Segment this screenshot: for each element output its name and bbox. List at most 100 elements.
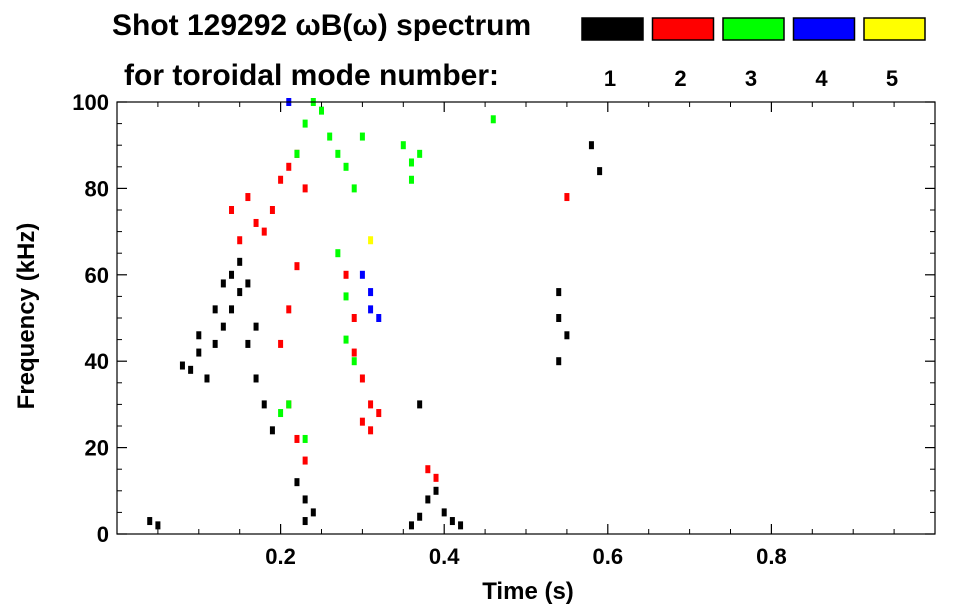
legend-label-mode-1: 1 xyxy=(604,66,616,91)
spectral-point-mode-3 xyxy=(335,249,341,258)
y-tick-label: 40 xyxy=(85,349,109,374)
spectral-point-mode-2 xyxy=(253,218,259,227)
spectral-point-mode-2 xyxy=(302,184,308,193)
spectral-point-mode-5 xyxy=(368,236,374,245)
y-axis-label: Frequency (kHz) xyxy=(13,223,40,410)
spectral-point-mode-2 xyxy=(294,434,300,443)
x-tick-label: 0.8 xyxy=(756,544,787,569)
spectral-point-mode-3 xyxy=(319,106,324,115)
spectral-point-mode-1 xyxy=(425,495,431,504)
spectral-point-mode-1 xyxy=(302,495,308,504)
spectral-point-mode-1 xyxy=(556,288,562,297)
spectral-point-mode-3 xyxy=(408,175,414,184)
spectral-point-mode-1 xyxy=(302,517,308,526)
spectral-point-mode-1 xyxy=(417,512,423,521)
spectral-point-mode-1 xyxy=(155,521,161,530)
spectral-point-mode-1 xyxy=(179,361,185,370)
spectral-point-mode-3 xyxy=(408,158,414,167)
spectral-point-mode-1 xyxy=(212,339,218,348)
spectral-point-mode-3 xyxy=(343,335,349,344)
series-mode-2 xyxy=(229,149,570,482)
spectral-point-mode-4 xyxy=(368,288,374,297)
spectral-point-mode-2 xyxy=(286,305,292,314)
spectral-point-mode-2 xyxy=(368,426,374,435)
y-tick-label: 60 xyxy=(85,263,109,288)
spectral-point-mode-2 xyxy=(368,400,374,409)
x-tick-label: 0.4 xyxy=(429,544,460,569)
legend-swatch-mode-5 xyxy=(863,17,926,41)
spectral-point-mode-1 xyxy=(588,141,594,150)
series-mode-5 xyxy=(368,236,374,245)
spectral-point-mode-1 xyxy=(220,322,226,331)
spectral-point-mode-2 xyxy=(564,193,570,202)
spectral-point-mode-2 xyxy=(237,236,243,245)
spectral-point-mode-1 xyxy=(458,521,464,530)
spectral-point-mode-3 xyxy=(351,357,357,366)
spectral-point-mode-1 xyxy=(433,486,439,495)
spectral-point-mode-1 xyxy=(220,279,226,288)
spectral-point-mode-3 xyxy=(302,119,308,128)
spectral-point-mode-1 xyxy=(441,508,447,517)
spectrogram-plot-area xyxy=(147,98,603,530)
spectral-point-mode-1 xyxy=(229,305,235,314)
spectral-point-mode-1 xyxy=(556,357,562,366)
spectral-point-mode-1 xyxy=(212,305,218,314)
spectral-point-mode-4 xyxy=(376,314,382,322)
spectral-point-mode-2 xyxy=(245,193,251,202)
legend-label-mode-5: 5 xyxy=(886,66,898,91)
spectral-point-mode-1 xyxy=(417,400,423,409)
spectral-point-mode-1 xyxy=(253,374,259,383)
spectral-point-mode-3 xyxy=(400,141,406,150)
series-mode-1 xyxy=(147,141,603,530)
spectral-point-mode-1 xyxy=(196,348,202,357)
spectral-point-mode-1 xyxy=(564,331,570,340)
spectral-point-mode-2 xyxy=(351,348,357,357)
spectral-point-mode-1 xyxy=(237,288,243,297)
spectral-point-mode-2 xyxy=(343,270,349,279)
spectral-point-mode-1 xyxy=(237,257,243,266)
mode-legend: 1 2 3 4 5 xyxy=(581,17,926,91)
series-mode-4 xyxy=(286,98,382,322)
spectral-point-mode-2 xyxy=(229,206,235,214)
spectral-point-mode-3 xyxy=(335,149,341,158)
y-tick-label: 20 xyxy=(85,436,109,461)
spectral-point-mode-3 xyxy=(343,292,349,301)
chart-axes: 0 20 40 60 80 100 0.2 0.4 0.6 0.8 xyxy=(72,90,936,569)
spectral-point-mode-3 xyxy=(327,132,333,141)
spectral-point-mode-1 xyxy=(196,331,202,340)
spectral-point-mode-1 xyxy=(245,279,251,288)
spectral-point-mode-1 xyxy=(310,508,316,517)
spectral-point-mode-3 xyxy=(294,149,300,158)
spectral-point-mode-2 xyxy=(269,206,275,214)
plot-frame xyxy=(116,101,936,535)
spectral-point-mode-2 xyxy=(278,339,284,348)
spectral-point-mode-1 xyxy=(147,517,153,526)
x-tick-label: 0.2 xyxy=(265,544,296,569)
spectral-point-mode-1 xyxy=(204,374,210,383)
spectral-point-mode-1 xyxy=(188,365,194,374)
y-tick-label: 80 xyxy=(85,176,109,201)
spectral-point-mode-1 xyxy=(269,426,275,435)
spectral-point-mode-3 xyxy=(343,162,349,171)
spectral-point-mode-4 xyxy=(368,305,374,314)
spectral-point-mode-3 xyxy=(490,115,496,124)
spectral-point-mode-3 xyxy=(286,400,292,409)
spectral-point-mode-1 xyxy=(229,270,235,279)
spectral-point-mode-1 xyxy=(556,314,562,322)
spectral-point-mode-2 xyxy=(278,175,284,184)
spectral-point-mode-2 xyxy=(359,417,365,426)
spectral-point-mode-2 xyxy=(351,314,357,322)
legend-swatch-mode-2 xyxy=(651,17,715,41)
spectral-point-mode-4 xyxy=(359,270,365,279)
spectral-point-mode-3 xyxy=(302,434,308,443)
spectral-point-mode-2 xyxy=(261,227,267,236)
legend-label-mode-4: 4 xyxy=(815,66,828,91)
spectral-point-mode-1 xyxy=(449,517,455,526)
spectral-point-mode-1 xyxy=(261,400,267,409)
spectral-point-mode-2 xyxy=(376,409,382,418)
chart-title: Shot 129292 ωB(ω) spectrum xyxy=(112,9,531,42)
spectral-point-mode-1 xyxy=(597,167,603,176)
y-tick-label: 0 xyxy=(97,522,109,547)
legend-caption: for toroidal mode number: xyxy=(124,59,499,92)
